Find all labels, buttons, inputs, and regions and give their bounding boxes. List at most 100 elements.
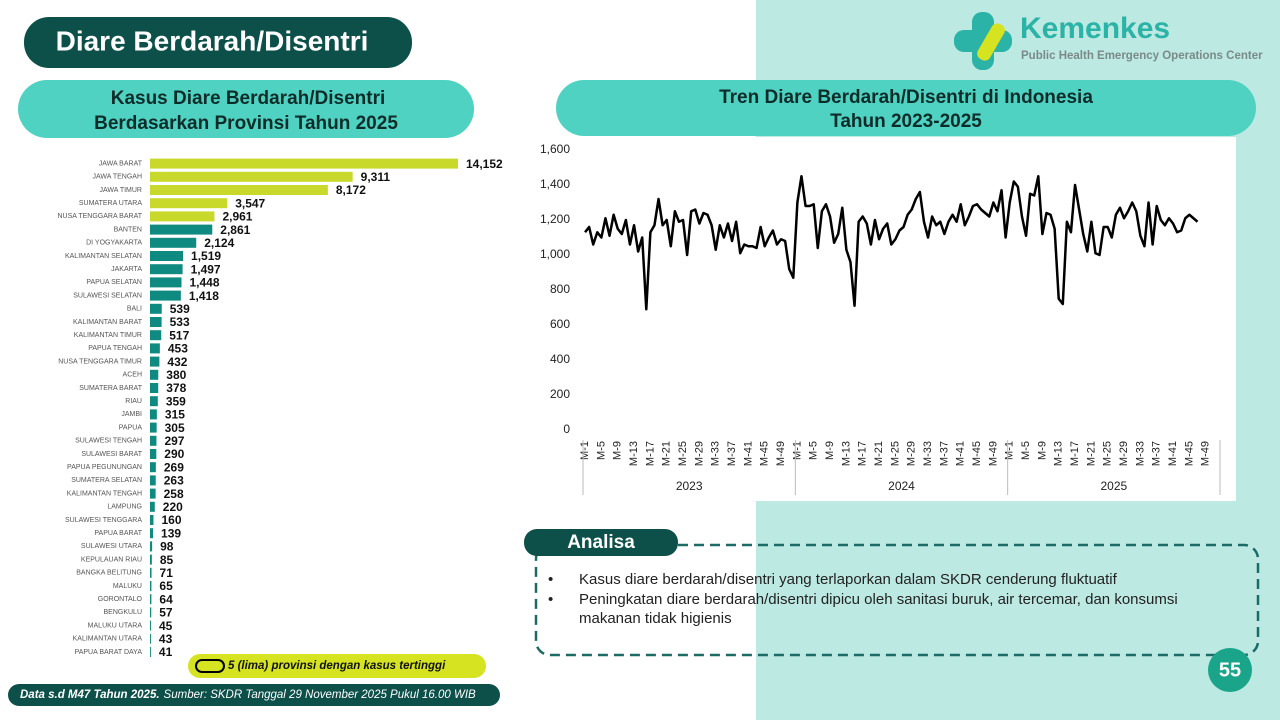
x-tick-label: M-17 [644,441,656,466]
x-tick-label: M-13 [840,441,852,466]
category-label: KALIMANTAN UTARA [73,636,143,643]
category-label: PAPUA BARAT [94,530,142,537]
value-label: 1,519 [191,249,221,263]
bar [150,541,153,552]
category-label: KEPULAUAN RIAU [81,556,142,563]
category-label: KALIMANTAN TIMUR [74,332,142,339]
x-tick-label: M-37 [938,441,950,466]
category-label: JAWA TIMUR [99,187,142,194]
bar [150,369,159,380]
bar [150,198,228,209]
bar [150,567,152,578]
legend-symbol [195,659,225,673]
x-tick-label: M-49 [775,441,787,466]
bar [150,185,328,195]
value-label: 9,311 [361,170,391,184]
category-label: SULAWESI TENGGARA [65,517,142,524]
value-label: 2,961 [222,210,252,224]
category-label: SULAWESI BARAT [81,451,142,458]
line-title-pill [556,80,1256,136]
x-tick-label: M-9 [612,441,624,460]
bar [150,251,184,261]
x-tick-label: M-37 [1151,441,1163,466]
bar [150,264,183,275]
x-tick-label: M-17 [857,441,869,466]
x-tick-label: M-33 [1134,441,1146,466]
x-tick-label: M-45 [759,441,771,466]
y-tick-label: 1,400 [540,177,570,191]
y-tick-label: 1,200 [540,212,570,226]
category-label: MALUKU [113,583,142,590]
value-label: 45 [159,619,173,633]
x-tick-label: M-45 [971,441,983,466]
category-label: ACEH [123,372,142,379]
page-number: 55 [1219,659,1241,681]
value-label: 378 [166,381,186,395]
value-label: 269 [164,460,184,474]
value-label: 539 [170,302,190,316]
bar [150,409,157,420]
bar [150,515,154,525]
value-label: 263 [164,474,184,488]
x-tick-label: M-13 [628,441,640,466]
bar [150,501,155,512]
category-label: PAPUA [119,424,143,431]
category-label: JAKARTA [111,266,142,273]
bar [150,633,151,644]
bar [150,211,215,222]
bar [150,475,156,486]
x-tick-label: M-17 [1069,441,1081,466]
value-label: 453 [168,342,188,356]
y-tick-label: 200 [550,387,570,401]
y-tick-label: 1,000 [540,247,570,261]
x-tick-label: M-13 [1053,441,1065,466]
value-label: 139 [161,526,181,540]
category-label: JAMBI [121,411,142,418]
group-label: 2024 [888,479,915,493]
x-tick-label: M-9 [1036,441,1048,460]
value-label: 160 [161,513,181,527]
category-label: SUMATERA SELATAN [71,477,142,484]
category-label: NUSA TENGGARA TIMUR [58,358,142,365]
value-label: 533 [170,315,190,329]
category-label: BALI [127,306,142,313]
value-label: 359 [166,394,186,408]
x-tick-label: M-49 [987,441,999,466]
bar [150,581,152,591]
value-label: 8,172 [336,183,366,197]
x-tick-label: M-45 [1183,441,1195,466]
y-tick-label: 800 [550,282,570,296]
analysis-item: Kasus diare berdarah/disentri yang terla… [548,570,1238,589]
bar [150,356,160,367]
line-title: Tren Diare Berdarah/Disentri di Indonesi… [719,87,1093,108]
bar [150,594,152,605]
line-title: Tahun 2023-2025 [830,111,982,132]
bar [150,330,162,341]
logo-name: Kemenkes [1020,12,1170,45]
x-tick-label: M-29 [693,441,705,466]
bar [150,449,157,459]
bar-title-pill [18,80,474,138]
x-tick-label: M-41 [1167,441,1179,466]
analysis-pill [524,529,678,556]
category-label: KALIMANTAN SELATAN [65,253,142,260]
source-text: Sumber: SKDR Tanggal 29 November 2025 Pu… [164,689,476,701]
x-tick-label: M-21 [873,441,885,466]
bar [150,528,154,539]
category-label: PAPUA PEGUNUNGAN [67,464,142,471]
bar-title: Kasus Diare Berdarah/Disentri [111,88,386,109]
category-label: BENGKULU [103,609,142,616]
x-tick-label: M-9 [824,441,836,460]
x-tick-label: M-25 [889,441,901,466]
value-label: 64 [159,592,173,606]
x-tick-label: M-33 [710,441,722,466]
category-label: BANGKA BELITUNG [76,570,142,577]
x-tick-label: M-21 [661,441,673,466]
category-label: KALIMANTAN TENGAH [67,490,142,497]
category-label: SUMATERA UTARA [79,200,142,207]
x-tick-label: M-37 [726,441,738,466]
analysis-box [534,543,1260,657]
value-label: 1,448 [190,276,220,290]
bar [150,396,158,407]
